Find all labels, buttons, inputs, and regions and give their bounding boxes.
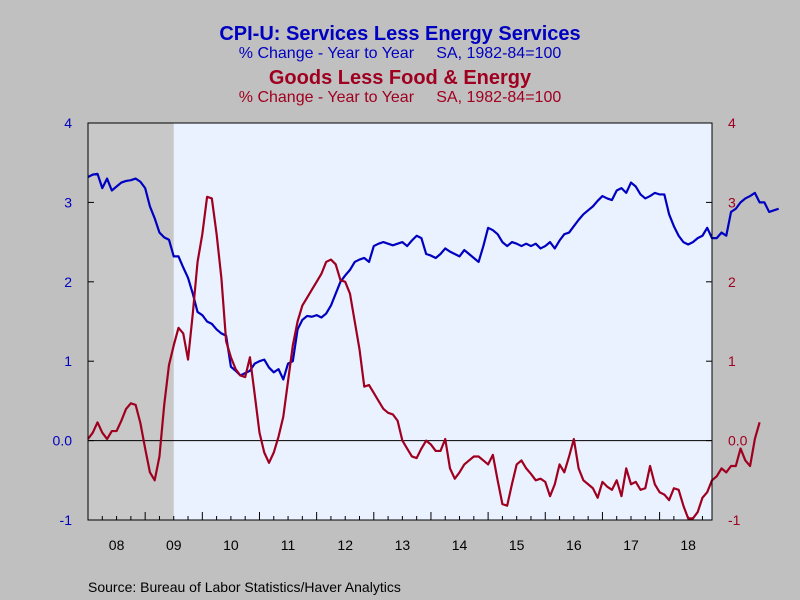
right-y-tick-label: -1: [728, 512, 741, 528]
x-tick-label: 09: [166, 537, 182, 553]
services-subtitle: % Change - Year to Year SA, 1982-84=100: [239, 45, 562, 62]
left-y-tick-label: 2: [64, 274, 72, 290]
goods-title: Goods Less Food & Energy: [269, 67, 532, 89]
x-tick-label: 17: [623, 537, 639, 553]
x-tick-label: 14: [452, 537, 468, 553]
left-y-tick-label: -1: [60, 512, 73, 528]
left-y-tick-label: 1: [64, 353, 72, 369]
x-tick-label: 15: [509, 537, 525, 553]
right-y-tick-label: 1: [728, 353, 736, 369]
x-tick-label: 16: [566, 537, 582, 553]
x-tick-label: 12: [337, 537, 353, 553]
services-title: CPI-U: Services Less Energy Services: [219, 23, 580, 45]
x-tick-label: 13: [395, 537, 411, 553]
plot-background: [88, 123, 712, 520]
right-y-tick-label: 4: [728, 115, 736, 131]
right-y-tick-label: 3: [728, 194, 736, 210]
right-y-tick-label: 0.0: [728, 433, 748, 449]
left-y-tick-label: 3: [64, 194, 72, 210]
goods-subtitle: % Change - Year to Year SA, 1982-84=100: [239, 89, 562, 106]
right-y-tick-label: 2: [728, 274, 736, 290]
x-tick-label: 10: [223, 537, 239, 553]
x-tick-label: 08: [109, 537, 125, 553]
goods-series-line: [87, 195, 761, 520]
plot-frame: [87, 122, 713, 521]
left-y-tick-label: 4: [64, 115, 72, 131]
x-tick-label: 11: [281, 537, 296, 553]
left-y-tick-label: 0.0: [53, 433, 73, 449]
source-note: Source: Bureau of Labor Statistics/Haver…: [88, 579, 401, 595]
plot-area: 4 43 32 21 10.0 0.0-1 -108 09 10 11 12 13 14 15 16 17 18: [53, 115, 780, 553]
services-series-line: [87, 172, 780, 381]
x-tick-label: 18: [680, 537, 696, 553]
